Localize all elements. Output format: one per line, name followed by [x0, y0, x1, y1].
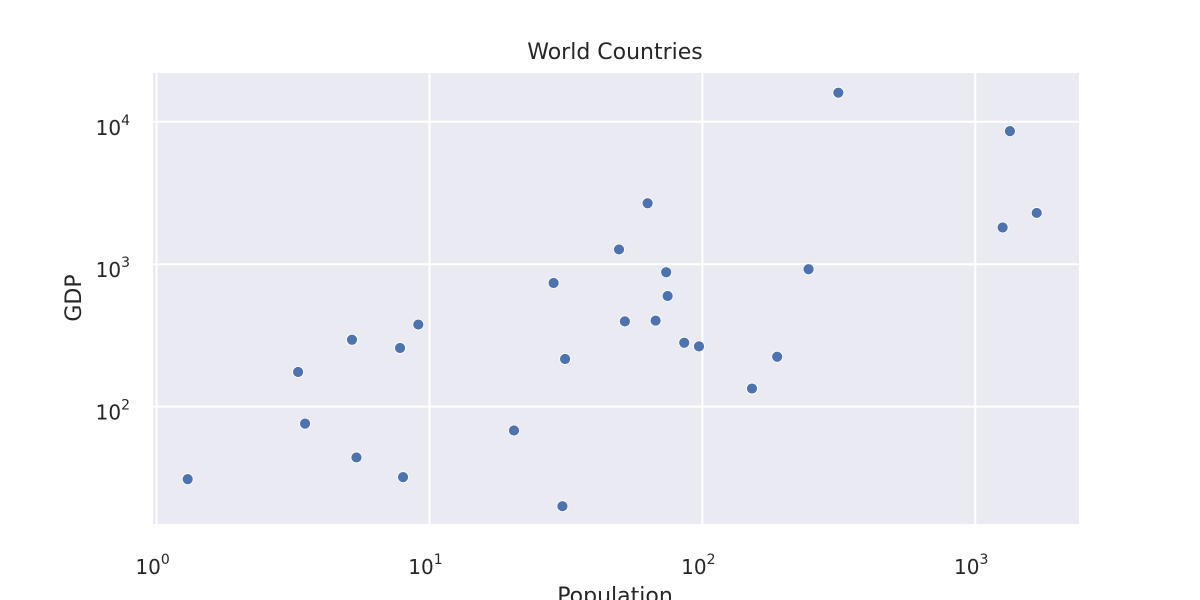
grid-lines [153, 73, 1079, 524]
data-point [547, 277, 560, 289]
data-point [394, 342, 406, 354]
x-tick-label: 101 [408, 552, 442, 579]
data-point [996, 221, 1009, 234]
y-axis-label: GDP [62, 274, 87, 321]
data-point [660, 266, 673, 279]
data-point [559, 353, 571, 365]
data-point [412, 318, 425, 331]
data-point [678, 336, 691, 349]
data-point [802, 263, 815, 276]
data-point [556, 500, 569, 513]
chart-title: World Countries [527, 40, 703, 65]
data-points [181, 86, 1043, 513]
data-point [397, 471, 409, 484]
data-point [661, 290, 674, 302]
x-tick-label: 103 [954, 552, 988, 579]
data-point [618, 315, 631, 328]
data-point [181, 473, 194, 485]
data-point [1030, 207, 1043, 219]
data-point [1004, 125, 1016, 138]
plot-area [153, 73, 1079, 524]
x-tick-label: 102 [681, 552, 715, 579]
data-point [350, 451, 363, 464]
data-point [641, 197, 654, 210]
data-point [613, 243, 625, 256]
y-tick-labels: 102 103 104 [96, 113, 130, 425]
y-tick-label: 103 [96, 255, 130, 282]
x-tick-label: 100 [135, 552, 169, 579]
y-tick-label: 104 [96, 113, 130, 140]
data-point [346, 333, 358, 346]
data-point [649, 314, 662, 327]
data-point [508, 424, 520, 437]
x-tick-labels: 100 101 102 103 [135, 552, 988, 579]
data-point [746, 382, 758, 395]
data-point [832, 86, 845, 99]
data-point [299, 417, 311, 430]
data-point [292, 366, 305, 378]
y-tick-label: 102 [96, 398, 130, 425]
data-point [771, 350, 784, 363]
x-axis-label: Population [557, 584, 673, 600]
data-point [693, 340, 705, 353]
